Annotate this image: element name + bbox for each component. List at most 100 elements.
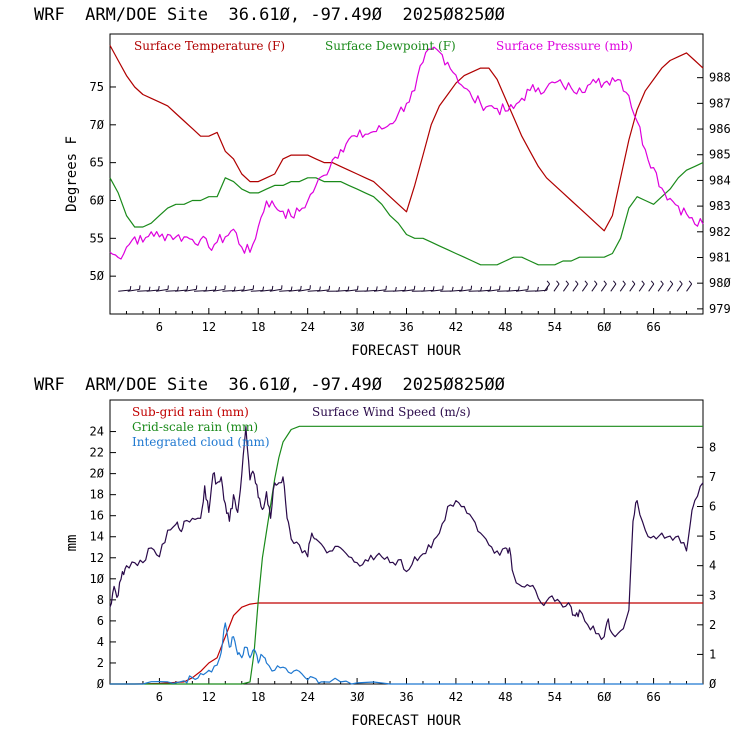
x-tick-label: 18 xyxy=(251,690,265,704)
y-tick-label: 16 xyxy=(90,509,104,523)
wind-barb xyxy=(317,289,330,292)
y-axis-right: Ø 1 2 3 4 5 6 7 8 xyxy=(697,440,717,691)
y-tick-label: Ø xyxy=(97,677,105,691)
wind-barb-flag xyxy=(413,285,416,290)
wind-barb xyxy=(364,289,377,292)
y-tick-label: 5Ø xyxy=(90,269,105,283)
y2-tick-label: Ø xyxy=(709,677,717,691)
series-layer xyxy=(109,425,704,685)
wind-barb xyxy=(629,283,636,292)
wind-barb-flag xyxy=(641,280,645,285)
wind-barb-flag xyxy=(660,280,664,285)
y2-tick-label: 982 xyxy=(709,225,731,239)
panel-title: WRF ARM/DOE Site 36.61Ø, -97.49Ø 2025Ø82… xyxy=(34,375,505,395)
wind-barb xyxy=(156,288,169,292)
legend-wind-speed: Surface Wind Speed (m/s) xyxy=(312,405,471,419)
x-tick-label: 18 xyxy=(251,320,265,334)
wind-barb-flag xyxy=(214,285,217,291)
wind-barb xyxy=(184,288,197,292)
y-tick-label: 75 xyxy=(90,80,104,94)
wind-barb-flag xyxy=(594,280,598,285)
x-tick-label: 36 xyxy=(399,690,413,704)
wind-barb xyxy=(402,289,415,292)
y2-tick-label: 6 xyxy=(709,500,716,514)
x-tick-label: 12 xyxy=(202,690,216,704)
y2-tick-label: 986 xyxy=(709,122,731,136)
wind-barb xyxy=(241,288,254,292)
wind-barb-flag xyxy=(375,286,378,291)
wind-barb xyxy=(430,289,443,292)
y-tick-label: 4 xyxy=(97,635,104,649)
wind-barb-flag xyxy=(442,285,444,290)
legend-subgrid-rain: Sub-grid rain (mm) xyxy=(132,405,249,419)
legend: Surface Temperature (F) Surface Dewpoint… xyxy=(134,39,633,53)
wind-barb xyxy=(676,283,683,292)
wind-barb-flag xyxy=(650,280,655,285)
x-tick-label: 6Ø xyxy=(597,690,612,704)
wind-barb xyxy=(279,289,292,292)
y-tick-label: 2Ø xyxy=(90,467,105,481)
wind-barb-flag xyxy=(338,287,341,292)
wind-barb xyxy=(487,289,500,292)
wind-barb-flag xyxy=(271,285,274,290)
wind-barb xyxy=(175,289,188,292)
y2-tick-label: 7 xyxy=(709,470,716,484)
wind-barb xyxy=(336,289,349,292)
wind-barb xyxy=(553,283,560,292)
wind-barb-flag xyxy=(584,280,588,285)
wind-barb-flag xyxy=(300,285,302,290)
wind-barb-flag xyxy=(480,286,483,292)
x-tick-label: 12 xyxy=(202,320,216,334)
wind-barb-flag xyxy=(518,286,520,291)
wind-barb-flag xyxy=(262,286,265,291)
y-tick-label: 65 xyxy=(90,156,104,170)
wind-barb-flag xyxy=(243,285,245,290)
y-tick-label: 55 xyxy=(90,231,104,245)
y-tick-label: 12 xyxy=(90,551,104,565)
x-tick-label: 42 xyxy=(449,320,463,334)
y-tick-label: 18 xyxy=(90,488,104,502)
y-tick-label: 14 xyxy=(90,530,104,544)
series-line-surface-wind-speed-m-s xyxy=(109,426,704,641)
wind-barb-flag xyxy=(631,280,636,285)
y2-tick-label: 985 xyxy=(709,148,731,162)
wind-barb-flag xyxy=(423,286,426,292)
wind-barb xyxy=(515,289,528,292)
wind-barb xyxy=(449,289,462,292)
y2-tick-label: 1 xyxy=(709,647,716,661)
wind-barb xyxy=(260,289,273,292)
wind-barb xyxy=(562,283,569,292)
y2-tick-label: 98Ø xyxy=(709,276,731,290)
legend-cloud: Integrated cloud (mm) xyxy=(132,435,270,449)
x-tick-label: 66 xyxy=(646,320,660,334)
wind-barb-flag xyxy=(603,280,607,285)
wind-barb-flag xyxy=(186,285,189,291)
wind-barb xyxy=(421,289,434,292)
wind-barb-flag xyxy=(537,286,539,291)
wind-barb xyxy=(591,283,598,292)
meteogram-precip-panel: WRF ARM/DOE Site 36.61Ø, -97.49Ø 2025Ø82… xyxy=(34,375,717,729)
panel-title: WRF ARM/DOE Site 36.61Ø, -97.49Ø 2025Ø82… xyxy=(34,5,505,25)
wind-barb-flag xyxy=(679,280,683,285)
x-tick-label: 48 xyxy=(498,690,512,704)
wind-barb-flag xyxy=(177,286,179,291)
wind-barb-flag xyxy=(451,286,454,292)
legend-gridscale-rain: Grid-scale rain (mm) xyxy=(132,420,258,434)
y-tick-label: 8 xyxy=(97,593,104,607)
wind-barb xyxy=(581,283,588,292)
series-line-surface-temperature-f xyxy=(109,45,704,232)
wind-barb xyxy=(193,290,207,292)
y2-tick-label: 984 xyxy=(709,173,731,187)
y-tick-label: 6Ø xyxy=(90,193,105,207)
wind-barb-flag xyxy=(546,280,551,285)
wind-barb-flag xyxy=(612,280,617,285)
y-axis-label: Degrees F xyxy=(64,136,80,212)
x-tick-label: 6 xyxy=(156,320,163,334)
y2-tick-label: 981 xyxy=(709,250,731,264)
wind-barbs xyxy=(118,280,693,292)
wind-barb xyxy=(345,289,358,292)
series-line-integrated-cloud-mm xyxy=(110,622,703,685)
wind-barb-flag xyxy=(461,286,463,291)
y2-tick-label: 2 xyxy=(709,618,716,632)
